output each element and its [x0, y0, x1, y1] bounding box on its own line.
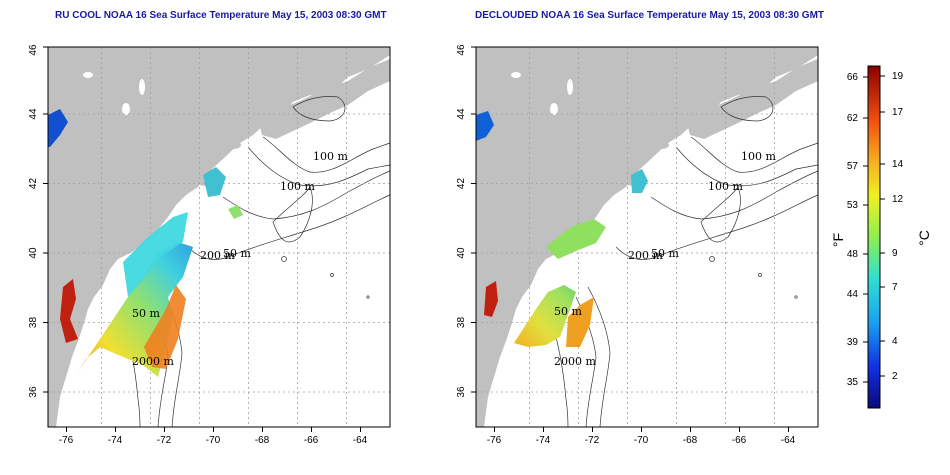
celsius-tick: 12 — [892, 194, 904, 205]
lon-tick: -64 — [781, 435, 796, 446]
fahrenheit-tick: 62 — [847, 113, 859, 124]
sst-swath-shelf — [123, 212, 188, 297]
sst-swath-shelf — [546, 219, 606, 259]
celsius-tick: 9 — [892, 248, 898, 259]
contour-label-2000m: 2000 m — [554, 355, 596, 368]
contour-label-200m: 200 m — [200, 249, 235, 262]
sst-gulf-of-maine-west — [476, 111, 494, 141]
contour-label-100m-b: 100 m — [280, 180, 315, 193]
lat-tick: 44 — [28, 108, 39, 120]
fahrenheit-tick: 39 — [847, 337, 859, 348]
fahrenheit-unit-label: °F — [830, 233, 846, 247]
sst-swath-warm — [566, 297, 594, 347]
left-panel-title: RU COOL NOAA 16 Sea Surface Temperature … — [55, 10, 387, 21]
contour-label-100m-a: 100 m — [313, 150, 348, 163]
contour-label-50m-b: 50 m — [132, 307, 160, 320]
lon-tick: -76 — [59, 435, 74, 446]
lat-tick: 36 — [456, 386, 467, 398]
lat-tick: 46 — [28, 44, 39, 56]
sst-chesapeake — [484, 281, 498, 317]
sst-swath-main — [514, 285, 576, 347]
lon-tick: -66 — [732, 435, 747, 446]
right-map-panel: 100 m 100 m 50 m 200 m 50 m 2000 m -76 -… — [456, 44, 819, 446]
sst-swath-warm — [144, 285, 186, 369]
lat-tick: 36 — [28, 386, 39, 398]
lon-tick: -66 — [304, 435, 319, 446]
fahrenheit-tick: 66 — [847, 72, 859, 83]
lon-tick: -64 — [353, 435, 368, 446]
lat-tick: 38 — [28, 317, 39, 329]
lat-tick: 38 — [456, 317, 467, 329]
sst-georges — [203, 167, 226, 197]
sst-gulf-of-maine-west — [48, 109, 68, 147]
lat-tick: 42 — [28, 178, 39, 190]
lon-tick: -68 — [683, 435, 698, 446]
celsius-tick: 7 — [892, 282, 898, 293]
fahrenheit-tick: 35 — [847, 377, 859, 388]
temperature-colorbar: 66 62 57 53 48 44 39 35 19 17 14 12 9 7 … — [830, 65, 932, 409]
fahrenheit-tick: 57 — [847, 161, 859, 172]
left-map-frame — [47, 46, 391, 428]
contour-label-2000m: 2000 m — [132, 355, 174, 368]
celsius-tick: 19 — [892, 71, 904, 82]
celsius-tick: 14 — [892, 159, 904, 170]
lat-tick: 40 — [456, 247, 467, 259]
lat-tick: 42 — [456, 178, 467, 190]
celsius-tick: 2 — [892, 371, 898, 382]
lon-tick: -72 — [157, 435, 172, 446]
fahrenheit-tick: 44 — [847, 289, 859, 300]
celsius-unit-label: °C — [916, 230, 932, 246]
lon-tick: -74 — [108, 435, 123, 446]
lon-tick: -72 — [585, 435, 600, 446]
contour-label-200m: 200 m — [628, 249, 663, 262]
fahrenheit-tick: 48 — [847, 249, 859, 260]
contour-label-100m-a: 100 m — [741, 150, 776, 163]
colorbar-gradient — [867, 65, 881, 409]
contour-label-50m-b: 50 m — [554, 305, 582, 318]
lon-tick: -76 — [487, 435, 502, 446]
left-map-panel: 100 m 100 m 50 m 200 m 50 m 2000 m -76 -… — [28, 44, 391, 446]
lat-tick: 40 — [28, 247, 39, 259]
lat-tick: 44 — [456, 108, 467, 120]
lon-tick: -74 — [536, 435, 551, 446]
contour-label-50m-a: 50 m — [223, 247, 251, 260]
celsius-tick: 4 — [892, 336, 898, 347]
sst-chesapeake — [60, 279, 78, 343]
lat-tick: 46 — [456, 44, 467, 56]
lon-tick: -68 — [255, 435, 270, 446]
contour-label-100m-b: 100 m — [708, 180, 743, 193]
fahrenheit-tick: 53 — [847, 200, 859, 211]
celsius-tick: 17 — [892, 107, 904, 118]
lon-tick: -70 — [634, 435, 649, 446]
sst-georges — [631, 169, 648, 193]
right-map-frame — [475, 46, 819, 428]
lon-tick: -70 — [206, 435, 221, 446]
right-panel-title: DECLOUDED NOAA 16 Sea Surface Temperatur… — [475, 10, 825, 21]
contour-label-50m-a: 50 m — [651, 247, 679, 260]
sst-fleck — [228, 205, 243, 219]
